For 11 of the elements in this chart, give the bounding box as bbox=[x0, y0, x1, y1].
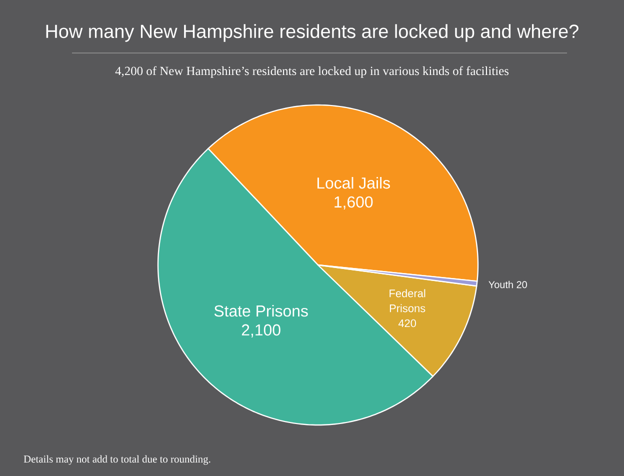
data-label: 1,600 bbox=[334, 196, 373, 210]
data-label: 20 bbox=[516, 281, 527, 288]
slice-label: State Prisons bbox=[214, 304, 308, 317]
data-label: 2,100 bbox=[242, 324, 280, 338]
data-label: 420 bbox=[398, 319, 416, 328]
chart-subtitle: 4,200 of New Hampshire’s residents are locked up in various kinds of facilities bbox=[115, 66, 509, 78]
chart-title: How many New Hampshire residents are locked up and where? bbox=[46, 24, 578, 42]
slice-label: Local Jails bbox=[317, 176, 390, 189]
text: Details may not add to total due to rounding. bbox=[24, 455, 210, 465]
slice-label: Federal Prisons bbox=[390, 289, 426, 312]
slice-label: Youth bbox=[488, 280, 513, 288]
